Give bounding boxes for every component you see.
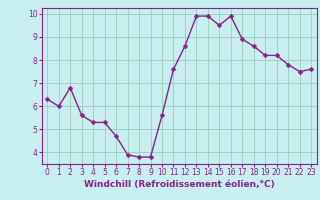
X-axis label: Windchill (Refroidissement éolien,°C): Windchill (Refroidissement éolien,°C): [84, 180, 275, 189]
